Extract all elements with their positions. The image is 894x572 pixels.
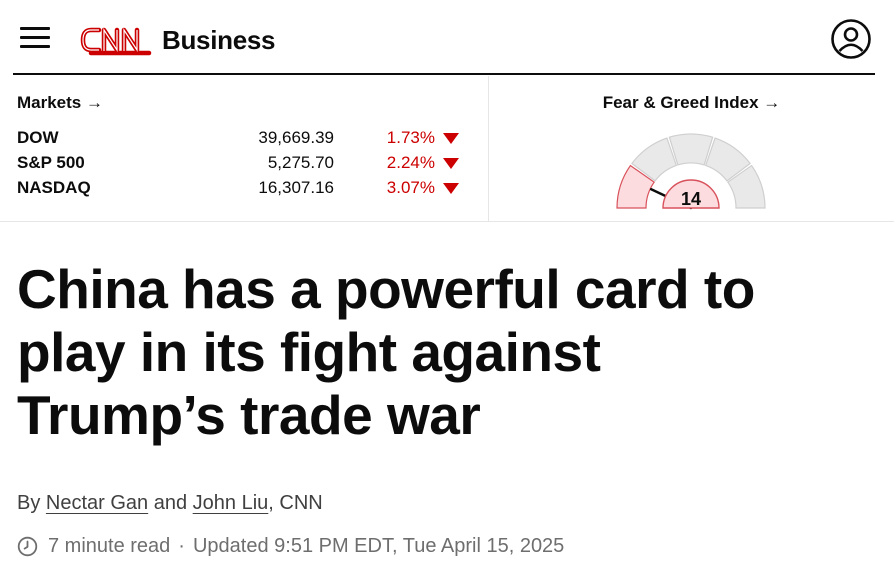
fear-greed-panel: Fear & Greed Index → 14 [489, 76, 894, 222]
market-name: NASDAQ [17, 178, 91, 197]
clock-icon [17, 536, 38, 557]
byline-outlet: , CNN [268, 492, 323, 514]
meta-separator: · [178, 535, 185, 557]
markets-panel: Markets → DOW 39,669.39 1.73% S&P 500 5,… [0, 76, 488, 222]
article-meta: 7 minute read · Updated 9:51 PM EDT, Tue… [17, 535, 564, 558]
market-name: DOW [17, 128, 59, 147]
site-header: Business [0, 0, 894, 76]
header-divider [13, 73, 875, 75]
down-arrow-icon [443, 158, 459, 169]
hamburger-menu-icon[interactable] [20, 27, 50, 49]
headline-line: China has a powerful card to [17, 258, 755, 320]
fear-greed-link[interactable]: Fear & Greed Index → [602, 93, 781, 112]
market-value: 5,275.70 [267, 153, 334, 172]
gauge-segment [616, 164, 655, 209]
headline-line: Trump’s trade war [17, 384, 481, 446]
market-change: 1.73% [386, 128, 435, 147]
gauge-segment [668, 133, 714, 166]
author-link-nectar-gan[interactable]: Nectar Gan [45, 492, 149, 514]
byline: By Nectar Gan and John Liu, CNN [17, 492, 323, 515]
gauge-value: 14 [681, 189, 701, 209]
gauge-segment [704, 137, 751, 182]
market-row-sp500[interactable]: S&P 500 5,275.70 2.24% [17, 153, 467, 177]
gauge-value-badge [662, 179, 720, 209]
markets-bottom-divider [0, 221, 894, 222]
market-value: 39,669.39 [258, 128, 334, 147]
article-headline: China has a powerful card to play in its… [17, 258, 877, 447]
down-arrow-icon [443, 133, 459, 144]
byline-and: and [153, 492, 188, 514]
market-value: 16,307.16 [258, 178, 334, 197]
headline-line: play in its fight against [17, 321, 601, 383]
section-title: Business [162, 25, 276, 55]
gauge-segment [631, 137, 678, 182]
market-row-dow[interactable]: DOW 39,669.39 1.73% [17, 128, 467, 152]
author-link-john-liu[interactable]: John Liu [192, 492, 269, 514]
market-name: S&P 500 [17, 153, 85, 172]
updated-timestamp: Updated 9:51 PM EDT, Tue April 15, 2025 [192, 535, 565, 557]
byline-prefix: By [17, 492, 41, 514]
markets-link[interactable]: Markets → [17, 93, 103, 112]
read-time: 7 minute read [48, 535, 171, 557]
down-arrow-icon [443, 183, 459, 194]
market-row-nasdaq[interactable]: NASDAQ 16,307.16 3.07% [17, 178, 467, 202]
market-change: 2.24% [386, 153, 435, 172]
cnn-business-logo[interactable]: Business [79, 22, 276, 58]
user-account-icon[interactable] [830, 18, 872, 60]
cnn-logo [79, 23, 154, 57]
fear-greed-gauge[interactable]: 14 [614, 131, 768, 211]
gauge-segments [616, 133, 766, 209]
market-change: 3.07% [386, 178, 435, 197]
gauge-segment [727, 164, 766, 209]
panel-divider [488, 76, 489, 222]
